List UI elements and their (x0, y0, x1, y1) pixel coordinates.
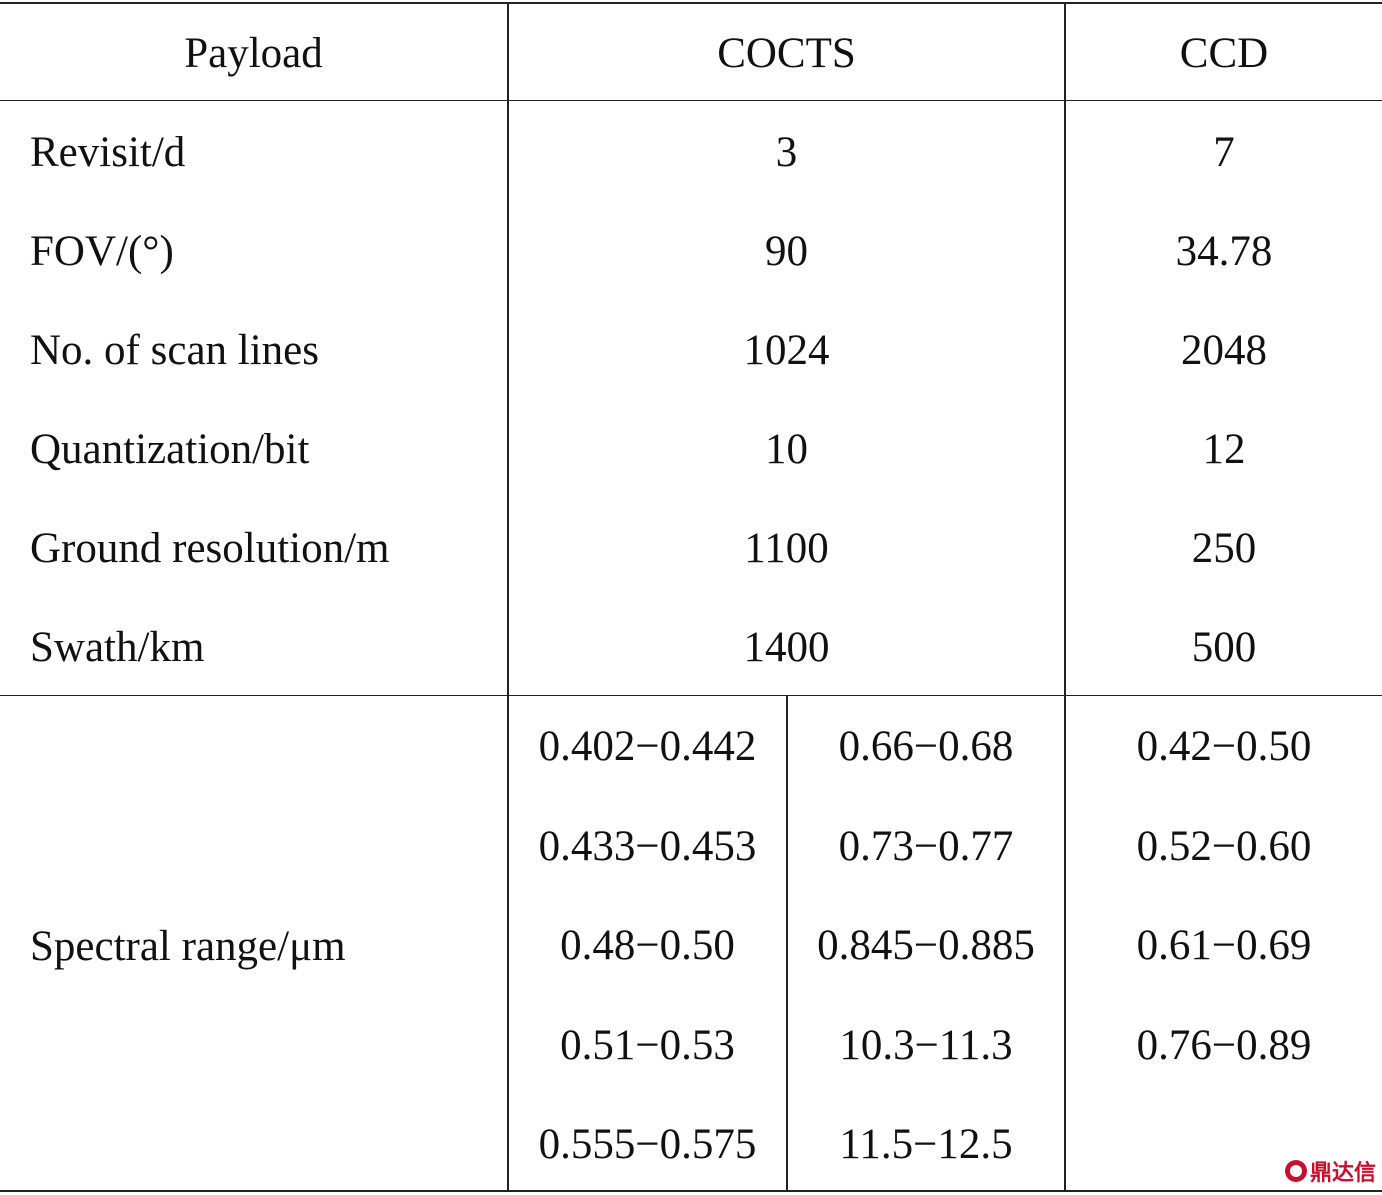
row-ccd-swath: 500 (1191, 624, 1257, 671)
row-ccd-fov: 34.78 (1175, 228, 1273, 275)
spectral-cocts-band: 0.433−0.453 (538, 823, 757, 870)
spectral-cocts-band: 0.402−0.442 (538, 723, 757, 770)
row-label-ground-resolution: Ground resolution/m (30, 525, 390, 572)
row-ccd-ground-resolution: 250 (1191, 525, 1257, 572)
row-cocts-scan-lines: 1024 (743, 327, 830, 374)
header-ccd: CCD (1179, 30, 1269, 77)
spectral-cocts-band: 0.555−0.575 (538, 1121, 757, 1168)
column-divider-cocts-split (786, 696, 788, 1190)
spectral-cocts-band: 11.5−12.5 (839, 1121, 1013, 1168)
spectral-cocts-band: 0.48−0.50 (560, 922, 735, 969)
row-label-fov: FOV/(°) (30, 228, 174, 275)
row-ccd-quantization: 12 (1202, 426, 1246, 473)
column-divider-1 (507, 4, 509, 1190)
row-cocts-swath: 1400 (743, 624, 830, 671)
row-cocts-ground-resolution: 1100 (744, 525, 829, 572)
spectral-cocts-band: 0.73−0.77 (838, 823, 1014, 870)
spectral-top-rule (0, 695, 1382, 696)
column-divider-2 (1064, 4, 1066, 1190)
spectral-cocts-band: 0.51−0.53 (560, 1022, 735, 1069)
table-bottom-rule (0, 1190, 1382, 1192)
row-label-quantization: Quantization/bit (30, 426, 310, 473)
spectral-range-label: Spectral range/μm (30, 923, 346, 970)
row-label-scan-lines: No. of scan lines (30, 327, 319, 374)
row-ccd-revisit: 7 (1213, 129, 1235, 176)
row-cocts-quantization: 10 (765, 426, 808, 473)
row-label-revisit: Revisit/d (30, 129, 186, 176)
row-cocts-fov: 90 (765, 228, 808, 275)
spectral-cocts-band: 10.3−11.3 (839, 1022, 1013, 1069)
header-payload: Payload (184, 30, 323, 77)
spectral-cocts-band: 0.66−0.68 (838, 723, 1014, 770)
header-cocts: COCTS (717, 30, 856, 77)
spectral-ccd-band: 0.61−0.69 (1136, 922, 1312, 969)
table-top-rule (0, 2, 1382, 4)
spectral-cocts-band: 0.845−0.885 (817, 922, 1035, 969)
header-bottom-rule (0, 100, 1382, 101)
row-cocts-revisit: 3 (775, 129, 798, 176)
watermark: 鼎达信 (1284, 1155, 1376, 1187)
watermark-text: 鼎达信 (1309, 1161, 1376, 1186)
spectral-ccd-band: 0.76−0.89 (1136, 1022, 1312, 1069)
row-label-swath: Swath/km (30, 624, 205, 671)
watermark-logo-icon (1284, 1160, 1307, 1182)
row-ccd-scan-lines: 2048 (1181, 327, 1267, 374)
spectral-ccd-band: 0.42−0.50 (1136, 723, 1312, 770)
spectral-ccd-band: 0.52−0.60 (1136, 823, 1312, 870)
